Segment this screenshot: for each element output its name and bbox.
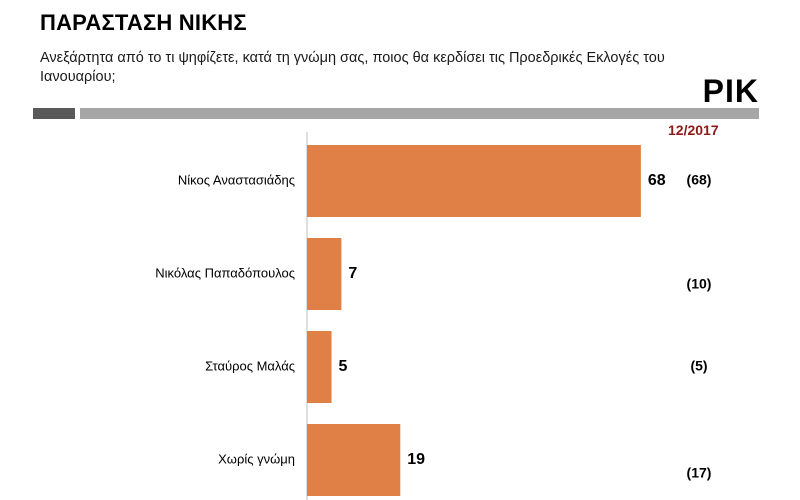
chart-subtitle: Ανεξάρτητα από το τι ψηφίζετε, κατά τη γ… — [40, 50, 665, 85]
bar-2 — [307, 331, 332, 403]
period-label: 12/2017 — [668, 122, 719, 138]
category-label-1: Νικόλας Παπαδόπουλος — [155, 265, 295, 280]
value-label-1: 7 — [348, 265, 357, 282]
bar-1 — [307, 238, 342, 310]
previous-value-label-3: (17) — [687, 465, 712, 481]
previous-value-label-1: (10) — [687, 276, 712, 292]
previous-value-label-0: (68) — [687, 172, 712, 188]
bar-3 — [307, 424, 401, 496]
bar-0 — [307, 145, 641, 217]
category-label-2: Σταύρος Μαλάς — [205, 358, 295, 373]
category-label-3: Χωρίς γνώμη — [218, 451, 295, 466]
header-rule-light — [80, 108, 759, 119]
bars-group: Νίκος Αναστασιάδης 68 (68) Νικόλας Παπαδόπο… — [155, 145, 711, 496]
value-label-3: 19 — [407, 451, 425, 468]
header-rule-dark — [33, 108, 75, 119]
previous-value-label-2: (5) — [690, 358, 707, 374]
brand-logo: PIK — [702, 73, 759, 109]
value-label-0: 68 — [648, 172, 666, 189]
category-label-0: Νίκος Αναστασιάδης — [178, 172, 295, 187]
chart-title: ΠΑΡΑΣΤΑΣΗ ΝΙΚΗΣ — [40, 10, 247, 35]
value-label-2: 5 — [339, 358, 348, 375]
